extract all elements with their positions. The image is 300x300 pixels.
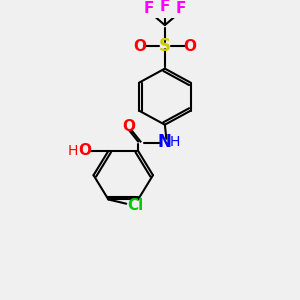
Text: F: F bbox=[160, 0, 170, 14]
Text: O: O bbox=[133, 39, 146, 54]
Text: Cl: Cl bbox=[127, 198, 143, 213]
Text: O: O bbox=[123, 118, 136, 134]
Text: H: H bbox=[170, 134, 181, 148]
Text: F: F bbox=[143, 1, 154, 16]
Text: N: N bbox=[158, 133, 172, 151]
Text: S: S bbox=[159, 37, 171, 55]
Text: H: H bbox=[68, 144, 78, 158]
Text: F: F bbox=[176, 1, 186, 16]
Text: O: O bbox=[78, 143, 91, 158]
Text: O: O bbox=[184, 39, 196, 54]
